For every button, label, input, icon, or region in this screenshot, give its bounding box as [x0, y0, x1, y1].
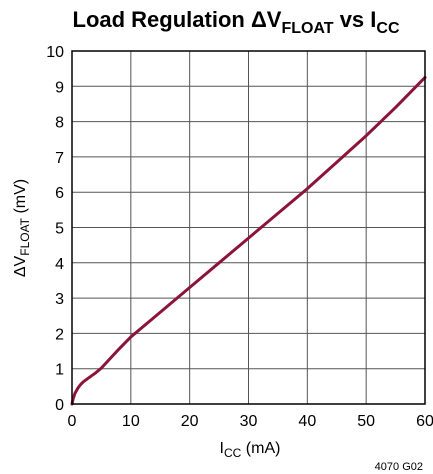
x-label-subscript: CC	[224, 446, 242, 460]
x-tick-label: 30	[240, 413, 258, 430]
x-label-suffix: (mA)	[241, 440, 280, 457]
y-tick-label: 8	[55, 115, 64, 132]
x-tick-label: 50	[357, 413, 375, 430]
title-subscript-cc: CC	[376, 20, 400, 37]
series-layer	[70, 75, 427, 406]
y-tick-labels: 0 1 2 3 4 5 6 7 8 9 10	[46, 44, 64, 414]
y-axis-label: ΔVFLOAT (mV)	[12, 179, 32, 277]
gridlines	[71, 50, 426, 405]
x-tick-label: 40	[298, 413, 316, 430]
y-tick-label: 6	[55, 185, 64, 202]
y-tick-label: 2	[55, 326, 64, 343]
x-tick-labels: 0 10 20 30 40 50 60	[68, 413, 433, 430]
x-axis-label: ICC (mA)	[220, 440, 281, 460]
figure-code: 4070 G02	[375, 461, 423, 473]
plot-frame	[71, 50, 426, 405]
title-subscript-float: FLOAT	[281, 20, 333, 37]
y-tick-label: 3	[55, 291, 64, 308]
x-tick-label: 20	[181, 413, 199, 430]
y-label-subscript: FLOAT	[18, 217, 32, 255]
y-tick-label: 7	[55, 150, 64, 167]
chart-title: Load Regulation ΔVFLOAT vs ICC	[73, 7, 400, 37]
y-tick-label: 1	[55, 362, 64, 379]
x-tick-label: 0	[68, 413, 77, 430]
series-line	[70, 75, 427, 406]
y-tick-label: 4	[55, 256, 64, 273]
y-tick-label: 9	[55, 79, 64, 96]
x-tick-label: 10	[122, 413, 140, 430]
y-label-suffix: (mV)	[12, 179, 29, 218]
y-tick-label: 10	[46, 44, 64, 61]
y-tick-label: 5	[55, 221, 64, 238]
y-tick-label: 0	[55, 397, 64, 414]
title-middle: vs I	[334, 7, 377, 32]
y-label-main: ΔV	[12, 255, 29, 277]
x-tick-label: 60	[416, 413, 433, 430]
x-label-main: I	[220, 440, 224, 457]
title-prefix: Load Regulation ΔV	[73, 7, 282, 32]
